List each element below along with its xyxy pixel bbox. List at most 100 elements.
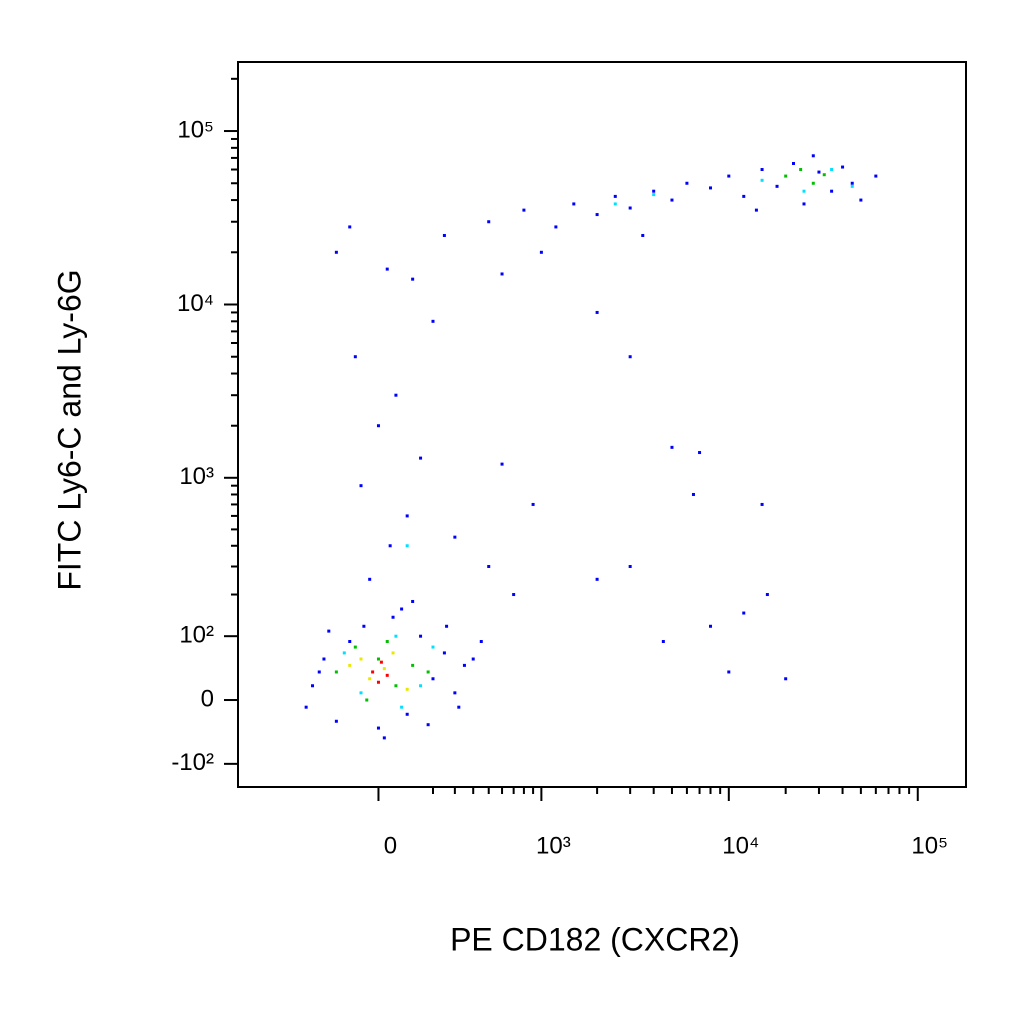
point [727,670,731,674]
y-tick-label: 10⁵ [177,116,214,143]
point [382,736,386,740]
point [799,168,803,172]
point [362,624,366,628]
point [353,355,357,359]
point [628,206,632,210]
point [388,544,392,548]
point [554,225,558,229]
point [405,514,409,518]
point [426,723,430,727]
point [348,663,352,667]
x-axis-title: PE CD182 (CXCR2) [450,921,740,957]
point [760,502,764,506]
point [442,233,446,237]
point [487,220,491,224]
point [359,691,363,695]
point [419,634,423,638]
point [334,719,338,723]
point [822,173,826,177]
point [792,161,796,165]
point [512,593,516,597]
point [311,684,315,688]
point [411,663,415,667]
point [760,178,764,182]
point [405,544,409,548]
point [394,684,398,688]
point [400,705,404,709]
point [348,640,352,644]
point [500,462,504,466]
point [784,174,788,178]
point [385,267,389,271]
point [841,165,845,169]
point [376,424,380,428]
point [595,213,599,217]
point [457,705,461,709]
point [371,670,375,674]
point [462,663,466,667]
point [394,393,398,397]
point [670,445,674,449]
point [652,189,656,193]
point [471,657,475,661]
point [382,667,386,671]
point [754,208,758,212]
point [652,193,656,197]
point [426,670,430,674]
point [802,189,806,193]
point [405,712,409,716]
point [742,611,746,615]
point [539,250,543,254]
point [376,657,380,661]
point [445,624,449,628]
point [859,198,863,202]
point [595,577,599,581]
point [322,657,326,661]
point [411,599,415,603]
point [685,181,689,185]
point [359,657,363,661]
point [811,154,815,158]
point [709,624,713,628]
point [385,640,389,644]
point [641,233,645,237]
point [385,673,389,677]
point [419,684,423,688]
x-tick-label: 10⁴ [722,832,759,859]
point [334,670,338,674]
x-tick-label: 0 [384,832,397,859]
point [850,184,854,188]
point [698,451,702,455]
point [522,208,526,212]
y-tick-label: 10² [179,622,214,649]
point [628,564,632,568]
point [874,174,878,178]
point [811,181,815,185]
point [691,492,695,496]
point [628,355,632,359]
point [442,651,446,655]
point [348,225,352,229]
point [391,651,395,655]
point [342,651,346,655]
point [817,170,821,174]
point [453,691,457,695]
point [431,319,435,323]
point [376,680,380,684]
point [850,181,854,185]
point [405,687,409,691]
point [353,645,357,649]
point [304,705,308,709]
point [670,198,674,202]
point [479,640,483,644]
point [613,194,617,198]
point [327,629,331,633]
point [400,607,404,611]
point [431,677,435,681]
point [661,640,665,644]
point [784,677,788,681]
point [368,577,372,581]
point [359,484,363,488]
point [709,186,713,190]
